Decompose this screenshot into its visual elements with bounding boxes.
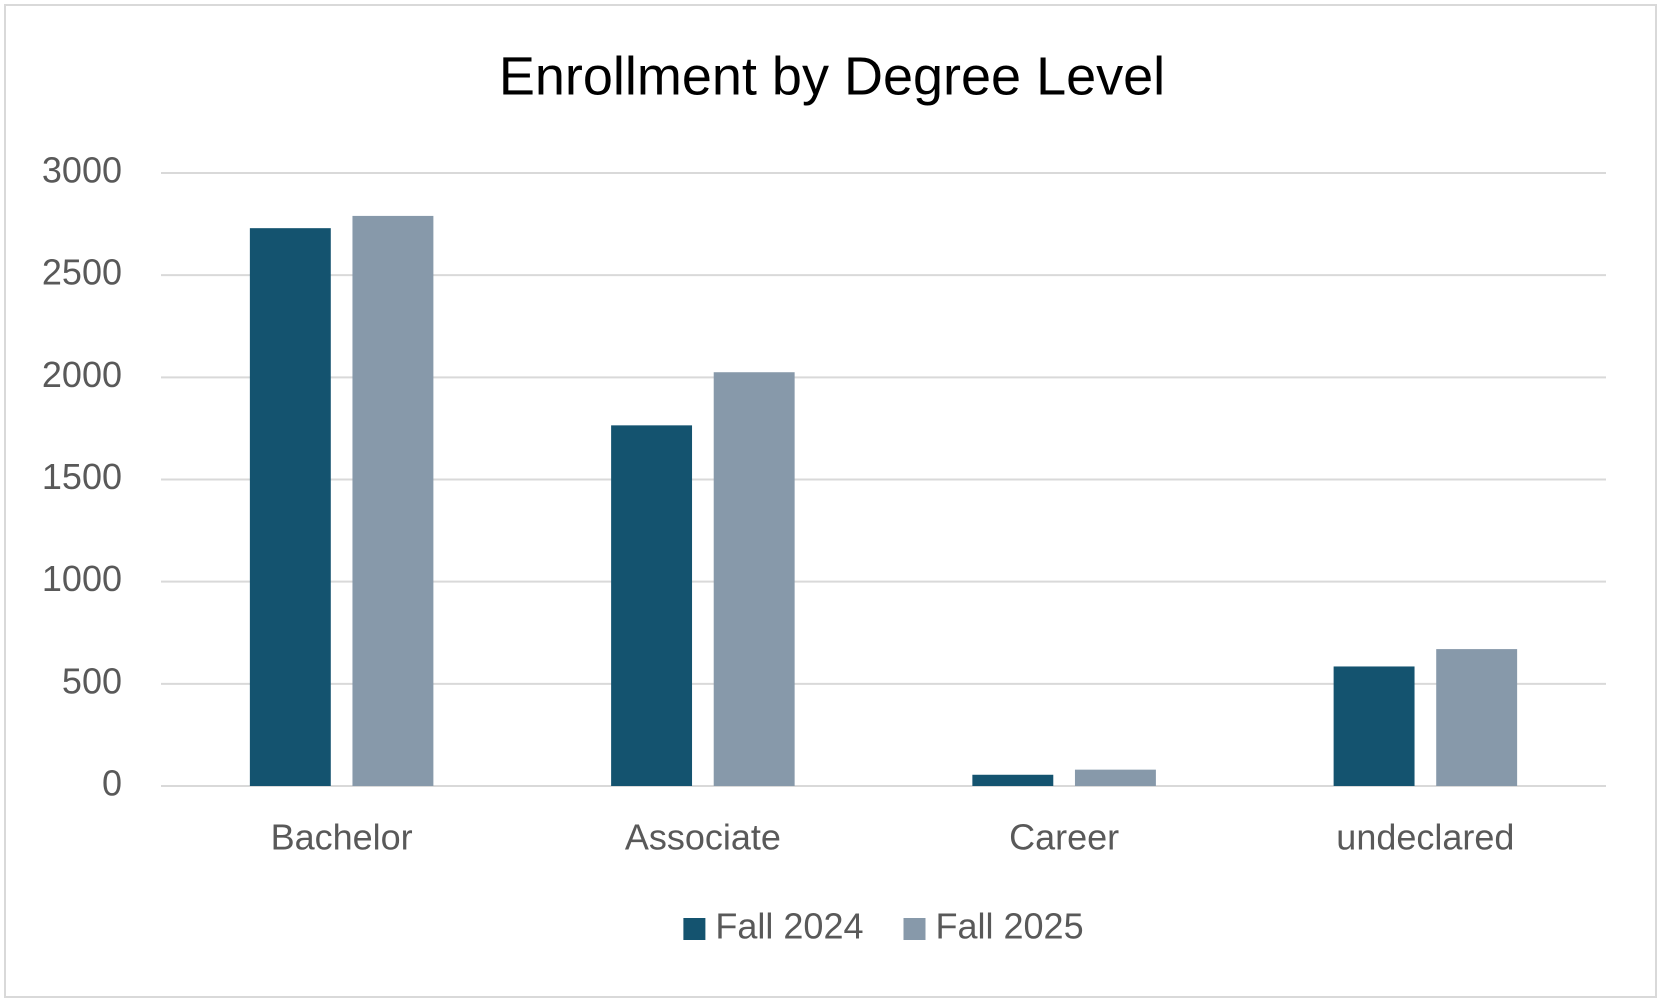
legend-label: Fall 2024	[715, 906, 863, 947]
bar	[352, 215, 434, 786]
y-tick-label: 1500	[42, 456, 122, 497]
x-tick-label: Associate	[625, 817, 781, 858]
x-tick-label: Career	[1009, 817, 1119, 858]
y-tick-label: 3000	[42, 150, 122, 191]
y-tick-label: 500	[62, 660, 122, 701]
x-tick-label: Bachelor	[271, 817, 413, 858]
x-tick-label: undeclared	[1336, 817, 1514, 858]
bar	[713, 372, 795, 786]
bar	[1074, 769, 1156, 786]
bar	[611, 425, 693, 786]
y-tick-label: 2000	[42, 354, 122, 395]
legend-swatch	[903, 918, 926, 940]
bar	[1436, 649, 1518, 786]
legend-swatch	[683, 918, 706, 940]
legend-label: Fall 2025	[936, 906, 1084, 947]
y-tick-label: 2500	[42, 252, 122, 293]
y-tick-label: 1000	[42, 558, 122, 599]
bar	[1333, 666, 1415, 786]
bar	[972, 774, 1054, 786]
chart-title: Enrollment by Degree Level	[499, 46, 1165, 106]
bar	[249, 228, 331, 787]
y-tick-label: 0	[102, 763, 122, 804]
